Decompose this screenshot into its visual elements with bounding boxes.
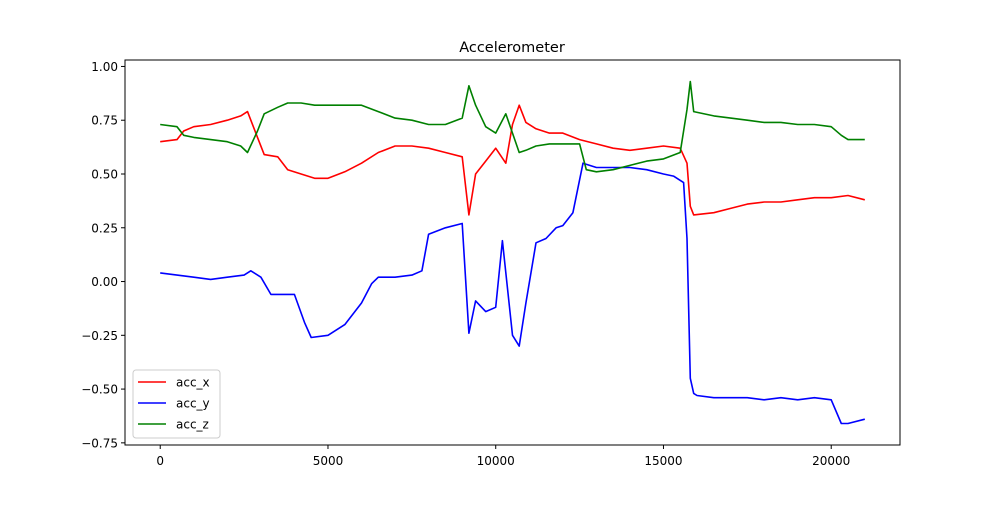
axes-frame	[124, 59, 901, 446]
y-tick-label: 0.00	[91, 275, 118, 289]
x-axis: 0 5000 10000 15000 20000	[156, 445, 850, 468]
chart-title: Accelerometer	[459, 40, 565, 56]
series-line-acc-x	[160, 104, 865, 216]
x-tick-label: 10000	[477, 454, 515, 468]
y-axis: 1.00 0.75 0.50 0.25 0.00 −0.25 −0.50 −0.75	[81, 60, 125, 450]
x-tick-label: 20000	[812, 454, 850, 468]
legend: acc_x acc_y acc_z	[132, 369, 221, 439]
y-tick-label: −0.25	[81, 329, 118, 343]
y-tick-label: 1.00	[91, 60, 118, 74]
x-tick-label: 5000	[313, 454, 344, 468]
y-tick-label: −0.75	[81, 436, 118, 450]
legend-label-acc-z: acc_z	[176, 418, 209, 432]
legend-label-acc-y: acc_y	[176, 397, 210, 411]
series-lines	[160, 80, 865, 425]
y-tick-label: −0.50	[81, 383, 118, 397]
y-tick-label: 0.25	[91, 221, 118, 235]
x-tick-label: 0	[156, 454, 164, 468]
legend-box	[132, 369, 221, 439]
series-line-acc-z	[160, 80, 865, 173]
x-tick-label: 15000	[644, 454, 682, 468]
legend-label-acc-x: acc_x	[176, 376, 210, 390]
y-tick-label: 0.50	[91, 167, 118, 181]
series-line-acc-y	[160, 162, 865, 425]
y-tick-label: 0.75	[91, 114, 118, 128]
